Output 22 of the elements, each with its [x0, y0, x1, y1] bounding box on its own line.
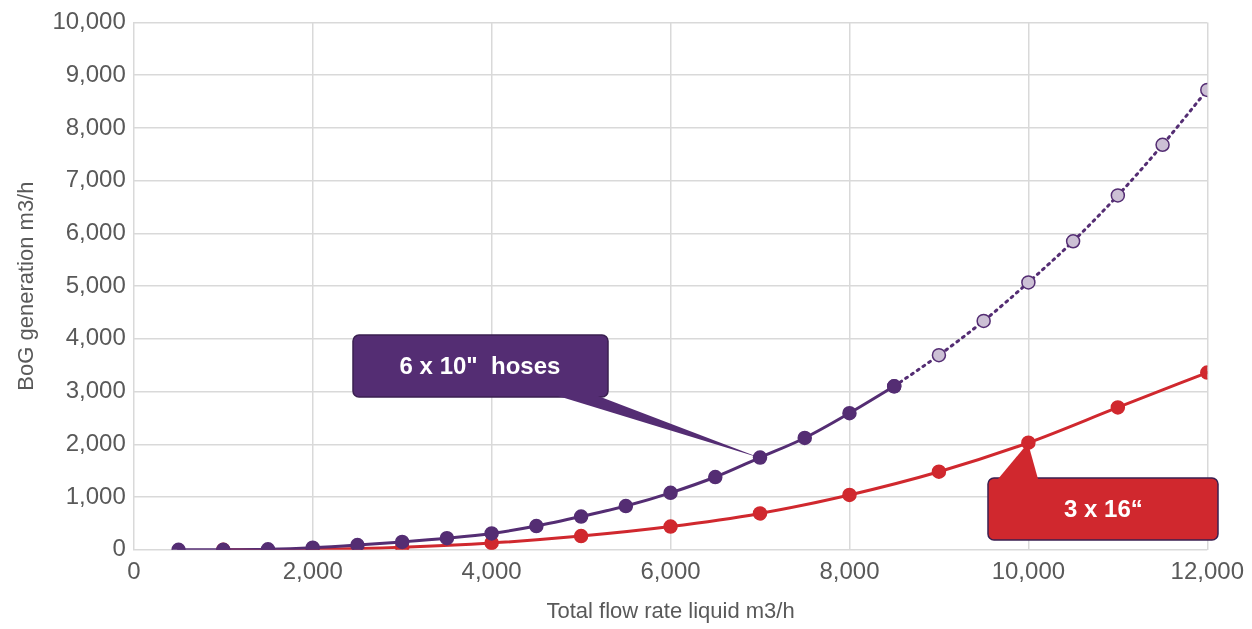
y-tick-label: 10,000 — [52, 7, 126, 35]
x-tick-label: 6,000 — [640, 556, 701, 584]
y-axis-title: BoG generation m3/h — [13, 181, 39, 391]
x-tick-label: 8,000 — [819, 556, 880, 584]
x-axis-title: Total flow rate liquid m3/h — [546, 597, 795, 623]
y-tick-label: 2,000 — [65, 428, 126, 456]
y-tick-label: 0 — [112, 534, 126, 562]
annotation: 6 x 10" hoses — [352, 334, 608, 397]
y-tick-label: 3,000 — [65, 376, 126, 404]
x-tick-label: 4,000 — [461, 556, 522, 584]
annotation: 3 x 16“ — [988, 477, 1219, 540]
x-tick-label: 10,000 — [991, 556, 1066, 584]
y-tick-label: 5,000 — [65, 270, 126, 298]
y-tick-label: 6,000 — [65, 217, 126, 245]
x-tick-label: 12,000 — [1170, 556, 1244, 584]
y-tick-label: 8,000 — [65, 112, 126, 140]
y-tick-label: 9,000 — [65, 59, 126, 87]
y-tick-label: 7,000 — [65, 165, 126, 193]
x-tick-label: 2,000 — [282, 556, 343, 584]
callout: 6 x 10" hoses — [352, 334, 760, 458]
y-tick-label: 4,000 — [65, 323, 126, 351]
y-tick-label: 1,000 — [65, 481, 126, 509]
